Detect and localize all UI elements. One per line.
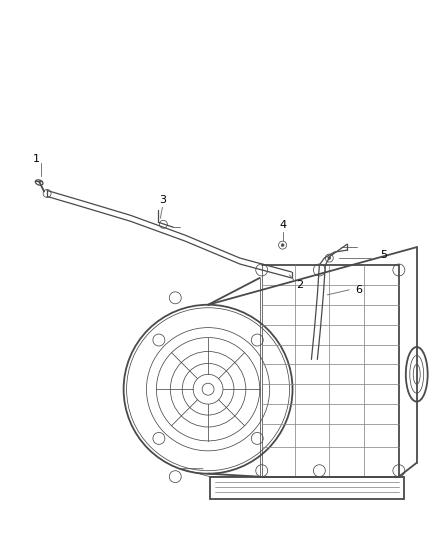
Circle shape: [328, 256, 331, 260]
Text: 2: 2: [296, 280, 303, 290]
Text: 1: 1: [33, 154, 40, 164]
Circle shape: [281, 244, 284, 247]
Text: 6: 6: [356, 285, 363, 295]
Text: 3: 3: [159, 196, 166, 205]
Text: 5: 5: [381, 250, 388, 260]
Text: 4: 4: [279, 220, 286, 230]
